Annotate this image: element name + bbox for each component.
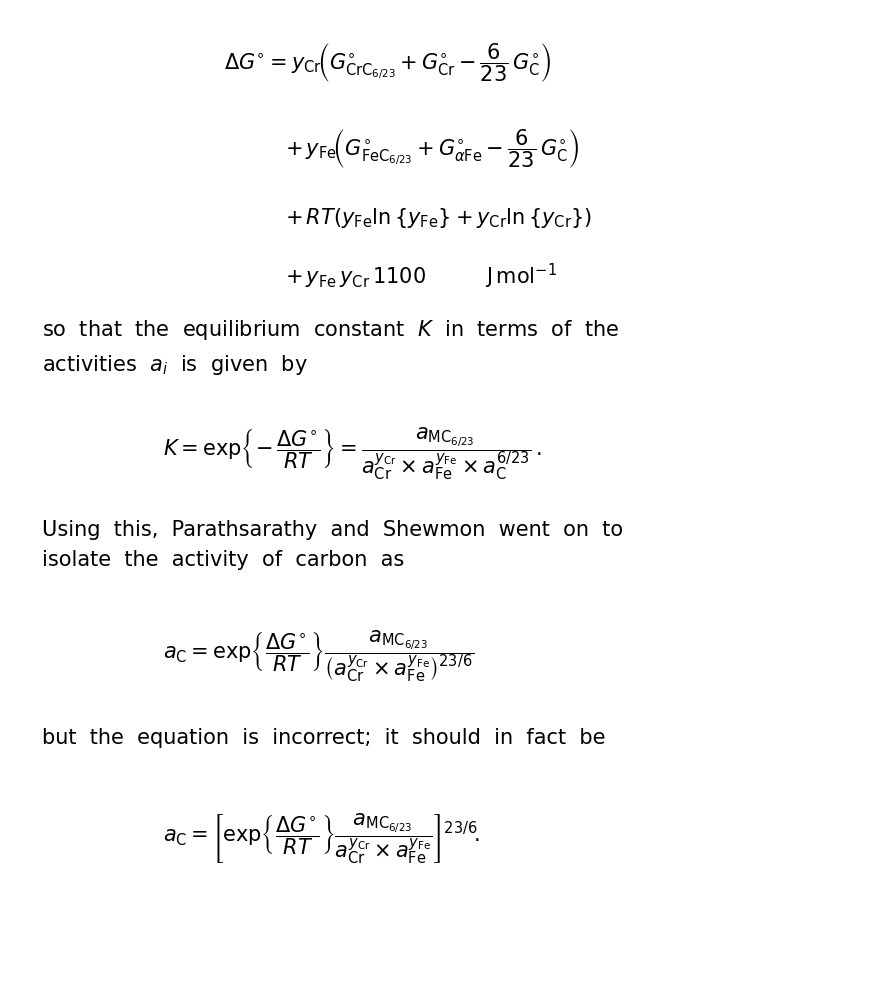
Text: $\Delta G^{\circ} =y_{\mathrm{Cr}}\!\left(G^{\circ}_{\mathrm{CrC}_{6/23}} + G^{\: $\Delta G^{\circ} =y_{\mathrm{Cr}}\!\lef… bbox=[224, 41, 551, 84]
Text: so  that  the  equilibrium  constant  $K$  in  terms  of  the
activities  $a_i$ : so that the equilibrium constant $K$ in … bbox=[41, 318, 619, 376]
Text: $K = \exp\!\left\{-\,\dfrac{\Delta G^{\circ}}{RT}\right\} = \dfrac{a_{\mathrm{MC: $K = \exp\!\left\{-\,\dfrac{\Delta G^{\c… bbox=[163, 426, 542, 482]
Text: $+\, y_{\mathrm{Fe}}\,y_{\mathrm{Cr}}\,1100 \qquad\quad \mathrm{J\,mol^{-1}}$: $+\, y_{\mathrm{Fe}}\,y_{\mathrm{Cr}}\,1… bbox=[285, 261, 557, 291]
Text: Using  this,  Parathsarathy  and  Shewmon  went  on  to
isolate  the  activity  : Using this, Parathsarathy and Shewmon we… bbox=[41, 521, 623, 570]
Text: $+\, RT(y_{\mathrm{Fe}}\ln\{y_{\mathrm{Fe}}\} + y_{\mathrm{Cr}}\ln\{y_{\mathrm{C: $+\, RT(y_{\mathrm{Fe}}\ln\{y_{\mathrm{F… bbox=[285, 206, 592, 230]
Text: $+\, y_{\mathrm{Fe}}\!\left(G^{\circ}_{\mathrm{FeC}_{6/23}} + G^{\circ}_{\alpha\: $+\, y_{\mathrm{Fe}}\!\left(G^{\circ}_{\… bbox=[285, 127, 579, 170]
Text: but  the  equation  is  incorrect;  it  should  in  fact  be: but the equation is incorrect; it should… bbox=[41, 728, 605, 748]
Text: $a_{\mathrm{C}} = \left[\exp\!\left\{\dfrac{\Delta G^{\circ}}{RT}\right\} \dfrac: $a_{\mathrm{C}} = \left[\exp\!\left\{\df… bbox=[163, 812, 481, 866]
Text: $a_{\mathrm{C}} = \exp\!\left\{\dfrac{\Delta G^{\circ}}{RT}\right\} \dfrac{a_{\m: $a_{\mathrm{C}} = \exp\!\left\{\dfrac{\D… bbox=[163, 629, 475, 684]
